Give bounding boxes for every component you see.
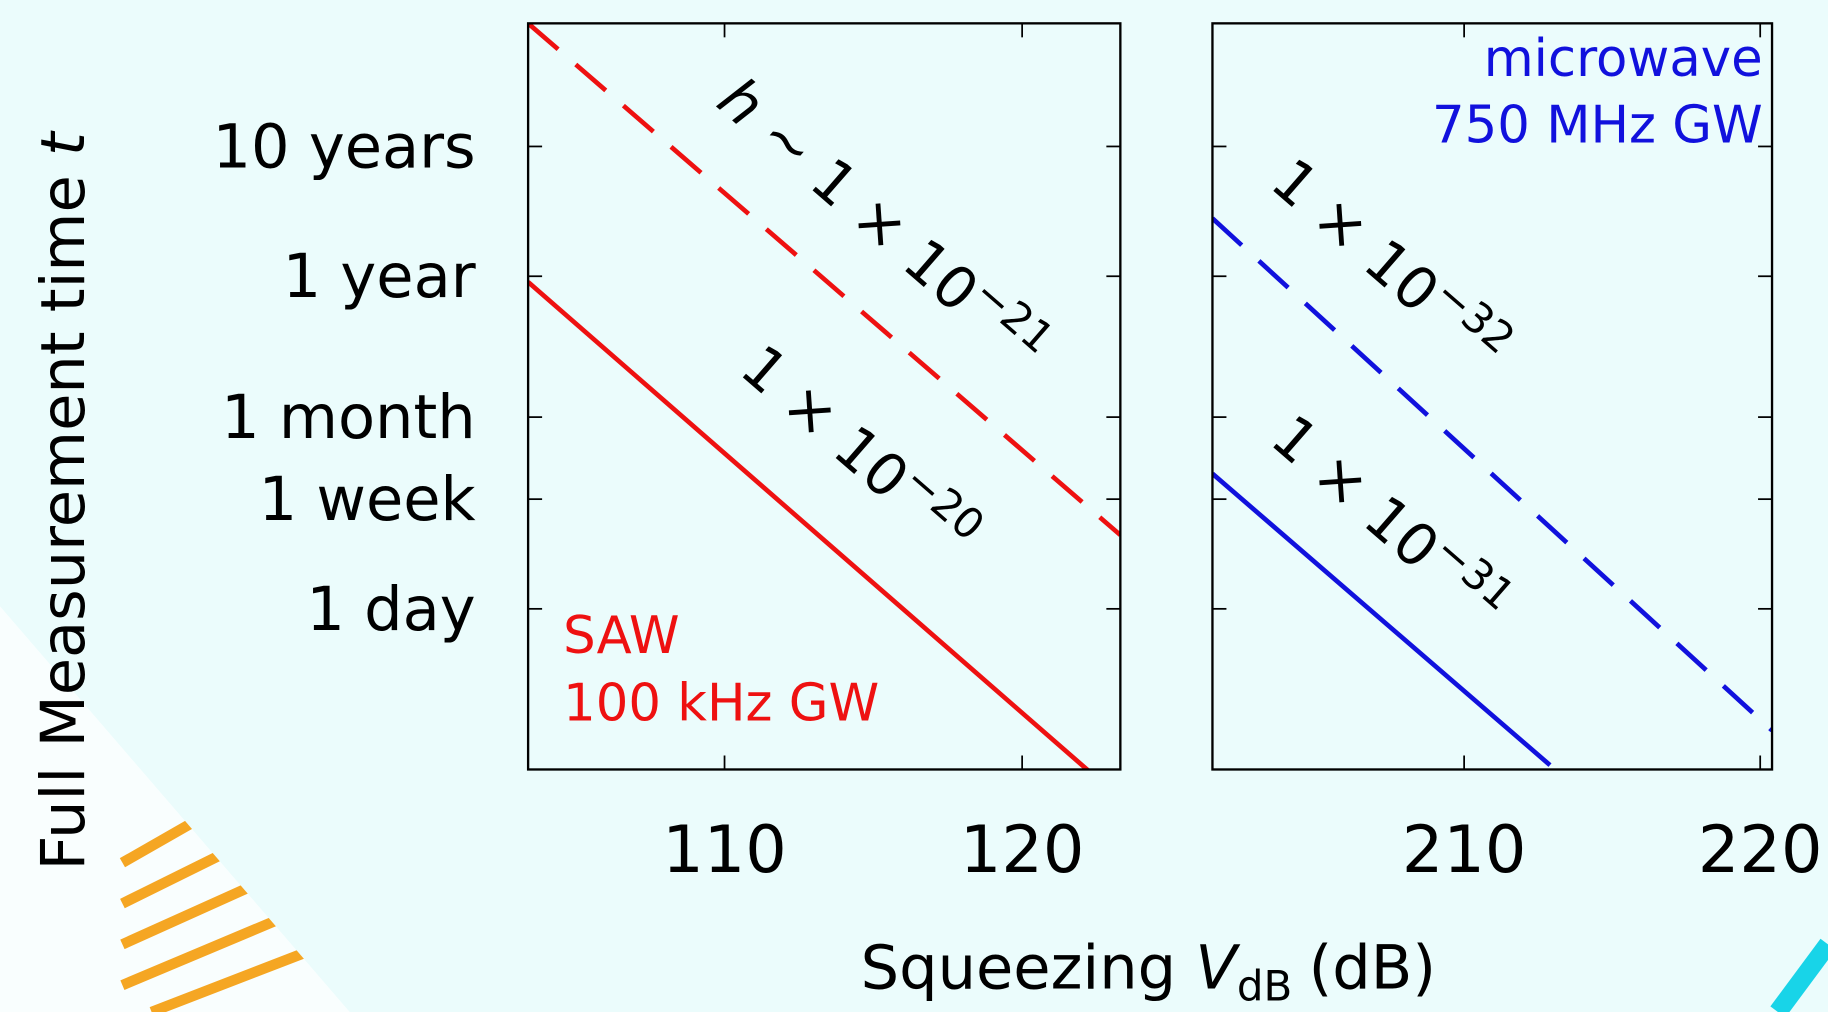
- x-axis-label-unit: (dB): [1309, 934, 1436, 1004]
- axes-frame: [1211, 22, 1774, 771]
- axes-frame: [526, 22, 1122, 771]
- y-tick-label: 1 year: [283, 242, 476, 312]
- x-tick-label: 120: [960, 812, 1085, 888]
- x-tick-label: 210: [1402, 812, 1527, 888]
- x-axis-label-var: V: [1195, 934, 1240, 1004]
- y-axis-label: Full Measurement time t: [29, 130, 99, 870]
- x-tick-label: 110: [662, 812, 787, 888]
- y-axis-label-var: t: [29, 130, 99, 156]
- x-axis-label: Squeezing VdB (dB): [861, 934, 1436, 1011]
- y-tick-label: 1 day: [306, 575, 475, 645]
- y-axis-label-text: Full Measurement time: [29, 175, 99, 870]
- panel-label: microwave: [1484, 29, 1763, 89]
- x-axis-label-sub: dB: [1237, 961, 1292, 1010]
- panel-label: SAW: [563, 606, 679, 666]
- panel-label: 100 kHz GW: [563, 674, 879, 734]
- x-tick-label: 220: [1698, 812, 1823, 888]
- x-axis-label-text: Squeezing: [861, 934, 1176, 1004]
- y-tick-label: 10 years: [212, 112, 475, 182]
- data-line: [528, 280, 1091, 770]
- decoration: [1770, 938, 1828, 1012]
- data-line: [528, 23, 1121, 537]
- data-line: [1212, 216, 1773, 733]
- data-line: [1212, 471, 1552, 767]
- y-tick-label: 1 month: [221, 383, 476, 453]
- panel-label: 750 MHz GW: [1432, 95, 1763, 155]
- y-tick-label: 1 week: [259, 465, 476, 535]
